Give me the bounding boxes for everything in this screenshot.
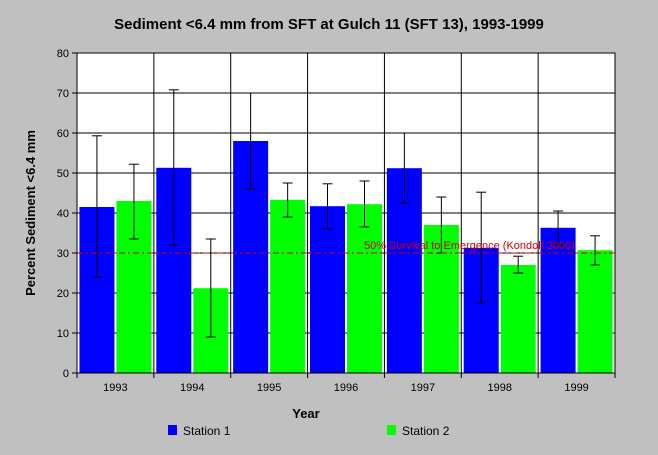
reference-line-group: 50% Survival to Emergence (Kondolf 2000) — [77, 240, 615, 254]
legend: Station 1 Station 2 — [168, 424, 450, 438]
bar — [347, 204, 382, 373]
chart-title: Sediment <6.4 mm from SFT at Gulch 11 (S… — [114, 16, 544, 33]
x-tick-label: 1995 — [257, 382, 281, 394]
x-axis-title: Year — [292, 406, 319, 421]
y-tick-label: 30 — [57, 248, 69, 260]
y-tick-label: 50 — [57, 168, 69, 180]
legend-swatch — [387, 425, 396, 435]
y-tick-label: 60 — [57, 128, 69, 140]
x-tick-label: 1996 — [334, 382, 358, 394]
y-tick-label: 0 — [63, 368, 69, 380]
legend-label: Station 1 — [183, 424, 231, 438]
legend-label: Station 2 — [402, 424, 450, 438]
legend-swatch — [168, 425, 177, 435]
bar — [500, 265, 536, 373]
y-tick-label: 10 — [57, 328, 69, 340]
y-axis-title: Percent Sediment <6.4 mm — [23, 130, 38, 296]
x-tick-label: 1999 — [564, 382, 588, 394]
y-tick-label: 70 — [57, 88, 69, 100]
y-tick-label: 80 — [57, 48, 69, 60]
x-tick-label: 1993 — [103, 382, 127, 394]
bar — [577, 250, 613, 373]
x-tick-label: 1998 — [487, 382, 511, 394]
axes: 0 10 20 30 40 50 60 70 80 1993 1994 1995 1996 1997 199… — [57, 48, 616, 394]
y-tick-label: 20 — [57, 288, 69, 300]
bar — [270, 199, 306, 373]
reference-line-label: 50% Survival to Emergence (Kondolf 2000) — [364, 240, 575, 252]
bars — [79, 141, 613, 373]
x-tick-label: 1997 — [411, 382, 435, 394]
bar — [540, 227, 576, 373]
bar — [310, 206, 345, 373]
x-tick-label: 1994 — [180, 382, 204, 394]
y-tick-label: 40 — [57, 208, 69, 220]
